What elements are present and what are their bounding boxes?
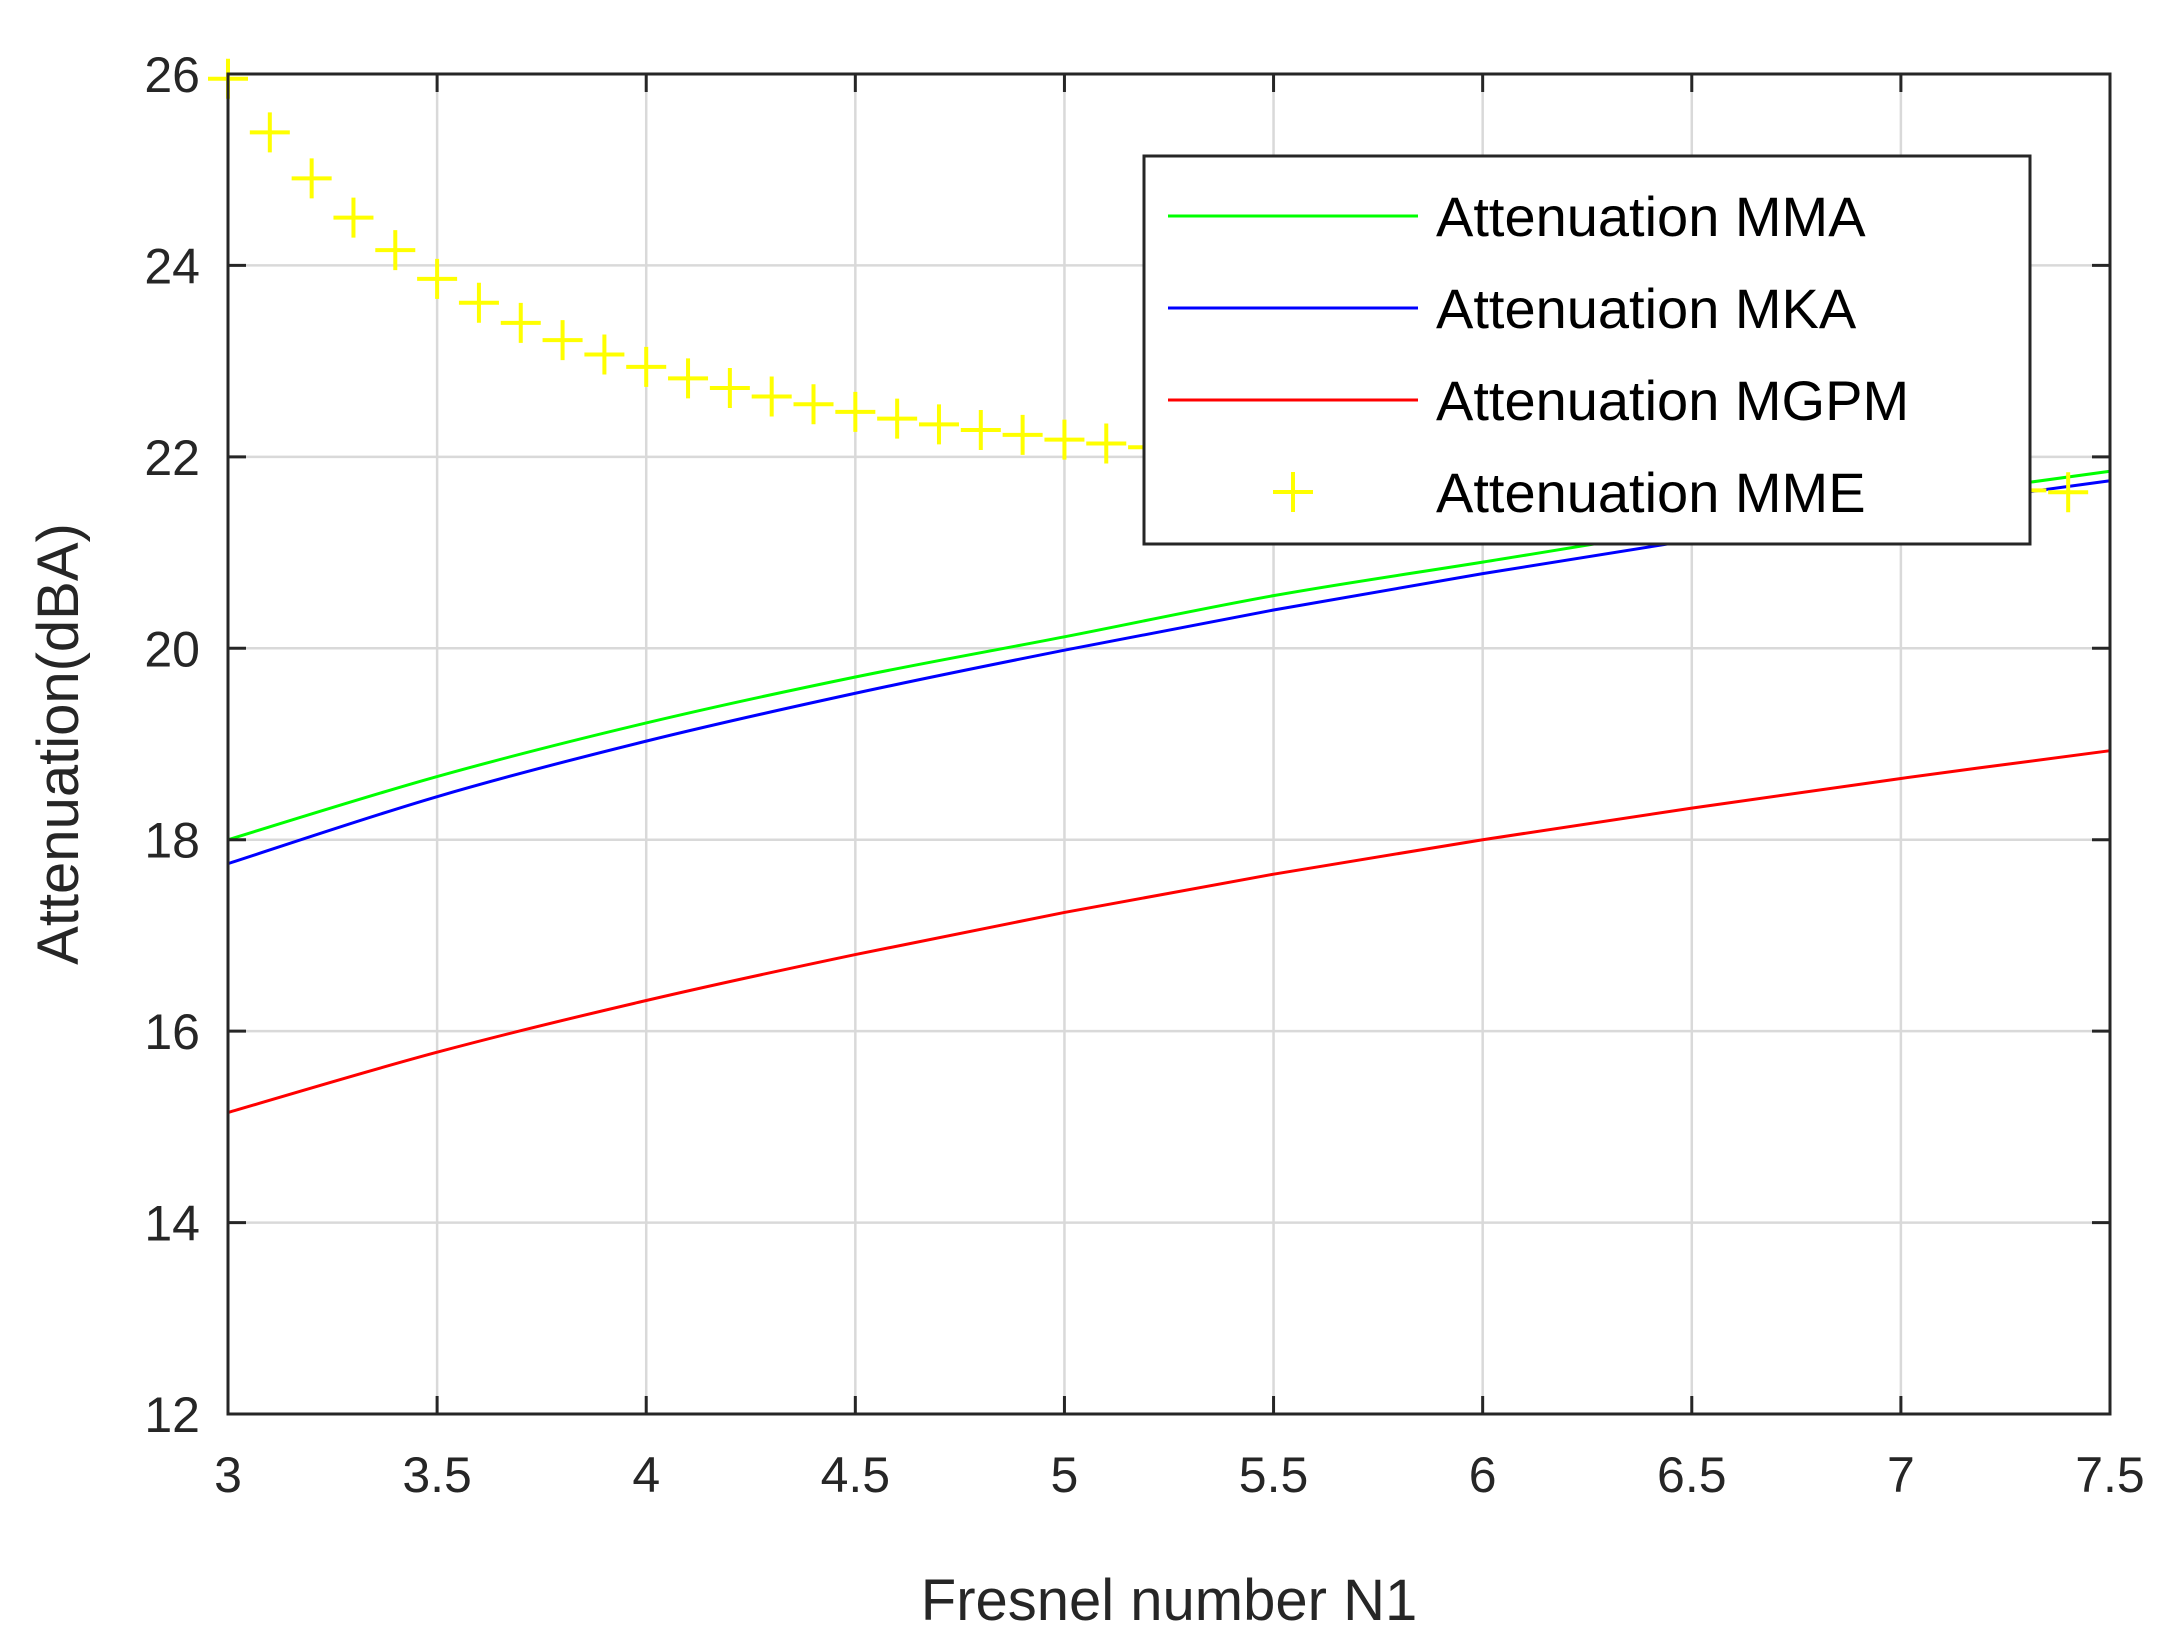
x-tick-label: 7.5 [2075,1447,2145,1503]
x-tick-label: 3.5 [402,1447,472,1503]
plus-marker [626,346,667,387]
plus-marker [960,410,1001,451]
legend-item: Attenuation MKA [1168,277,1857,340]
plus-marker [2048,472,2089,513]
y-tick-label: 22 [144,430,200,486]
plus-marker [291,158,332,199]
plus-marker [1044,419,1085,460]
y-tick-label: 24 [144,238,200,294]
plus-marker [542,320,583,361]
legend-label: Attenuation MMA [1436,185,1866,248]
legend: Attenuation MMA Attenuation MKA Attenuatio… [1142,154,2032,546]
x-tick-label: 7 [1887,1447,1915,1503]
plus-marker [793,384,834,425]
y-tick-label: 20 [144,621,200,677]
x-tick-label: 6 [1469,1447,1497,1503]
plus-marker [1086,423,1127,464]
x-tick-label: 6.5 [1657,1447,1727,1503]
plus-marker [249,112,290,153]
legend-items: Attenuation MMA Attenuation MKA Attenuatio… [1168,185,1909,524]
plus-marker [458,282,499,323]
plus-marker [417,258,458,299]
x-tick-label: 5.5 [1239,1447,1309,1503]
legend-label: Attenuation MGPM [1436,369,1909,432]
legend-swatch-marker [1273,472,1313,512]
legend-item: Attenuation MMA [1168,185,1866,248]
y-axis-title: Attenuation(dBA) [26,523,91,965]
x-axis-title: Fresnel number N1 [921,1568,1417,1633]
axes-box [226,72,2112,1416]
plus-marker [584,334,625,375]
plus-marker [835,391,876,432]
plus-marker [500,302,541,343]
legend-label: Attenuation MKA [1436,277,1857,340]
y-tick-label: 14 [144,1196,200,1252]
x-tick-label: 4.5 [821,1447,891,1503]
series-line [227,749,2111,1114]
plus-marker [668,358,709,399]
plus-marker [1002,414,1043,455]
legend-label: Attenuation MME [1436,461,1866,524]
y-tick-label: 18 [144,813,200,869]
plus-marker [918,404,959,445]
plus-marker [709,367,750,408]
ticks [226,72,2112,1416]
tick-labels: 3 3.5 4 4.5 5 5.5 6 6.5 7 7.5 12 14 16 18 20 22 24 26 [144,47,2144,1503]
legend-item: Attenuation MGPM [1168,369,1909,432]
x-tick-label: 4 [632,1447,660,1503]
x-tick-label: 5 [1051,1447,1079,1503]
plus-marker [877,398,918,439]
y-tick-label: 16 [144,1004,200,1060]
plus-marker [375,230,416,271]
plus-marker [333,197,374,238]
legend-item: Attenuation MME [1273,461,1866,524]
y-tick-label: 12 [144,1387,200,1443]
y-tick-label: 26 [144,47,200,103]
plus-marker [751,376,792,417]
x-tick-label: 3 [214,1447,242,1503]
